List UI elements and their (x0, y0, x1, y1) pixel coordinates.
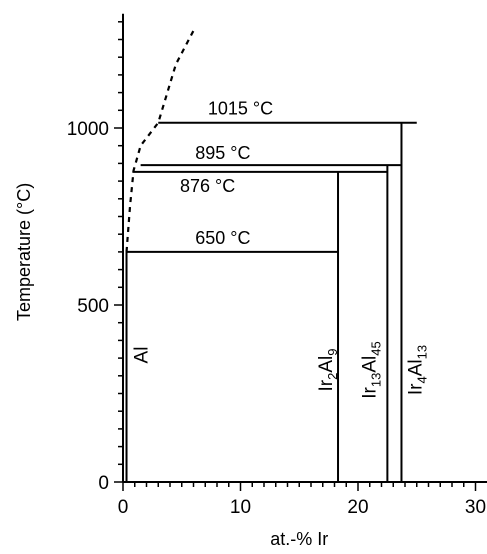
phase-label-ir2al9: Ir2Al9 (316, 349, 340, 392)
plot-labels: 0 500 1000 0 10 20 30 1015 °C 895 °C 876 °C 650 °C… (67, 99, 486, 518)
isotherm-label-895: 895 °C (195, 143, 250, 163)
x-tick-label: 10 (230, 497, 251, 518)
x-tick-label: 0 (118, 497, 129, 518)
isotherm-label-650: 650 °C (195, 228, 250, 248)
x-tick-label: 30 (465, 497, 486, 518)
y-tick-label: 0 (98, 473, 109, 494)
phase-boundaries (127, 123, 417, 482)
x-axis-label: at.-% Ir (270, 529, 328, 549)
y-axis-label: Temperature (°C) (14, 183, 34, 321)
x-tick-label: 20 (347, 497, 368, 518)
phase-label-ir4al13: Ir4Al13 (405, 345, 429, 395)
phase-label-al: Al (132, 347, 153, 364)
liquidus-curve (127, 31, 194, 252)
y-tick-label: 500 (77, 296, 109, 317)
isotherm-label-876: 876 °C (180, 176, 235, 196)
axis-ticks (114, 22, 476, 491)
phase-label-ir13al45: Ir13Al45 (359, 341, 383, 398)
isotherm-label-1015: 1015 °C (208, 99, 273, 119)
y-tick-label: 1000 (67, 119, 109, 140)
